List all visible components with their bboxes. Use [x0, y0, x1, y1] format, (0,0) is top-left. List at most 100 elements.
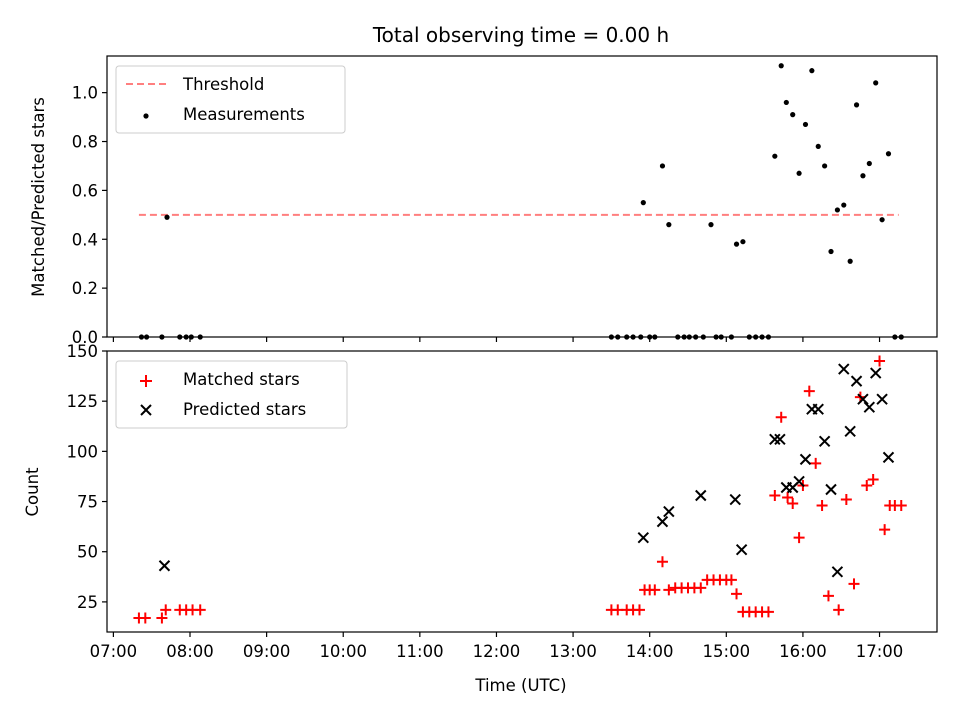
predicted-star-point: [850, 375, 863, 387]
top-panel: 0.0 0.2 0.4 0.6 0.8 1.0 Matched/Predicted sta…: [29, 55, 938, 347]
measurement-point: [866, 160, 872, 167]
predicted-star-point: [812, 403, 824, 415]
matched-star-point: [782, 492, 794, 504]
bottom-y-ticks: 25 50 75 100 125 150: [67, 342, 107, 612]
matched-star-point: [695, 582, 707, 594]
bottom-y-axis-label: Count: [23, 467, 42, 517]
predicted-star-point: [838, 363, 850, 375]
bottom-panel: 25 50 75 100 125 150 07:00 08:00 09:00 10:00 11:0…: [23, 342, 938, 695]
x-axis-label: Time (UTC): [474, 676, 566, 695]
predicted-star-point: [793, 475, 805, 488]
top-y-ticks: 0.0 0.2 0.4 0.6 0.8 1.0: [72, 84, 107, 347]
measurement-point: [666, 222, 672, 228]
measurement-point: [847, 258, 853, 264]
top-y-tick-label: 0.4: [72, 230, 98, 249]
measurement-point: [783, 99, 789, 106]
matched-star-point: [731, 588, 743, 600]
measurement-point: [708, 222, 714, 228]
matched-star-point: [848, 578, 860, 590]
matched-star-point: [769, 490, 781, 502]
measurement-point: [659, 163, 666, 169]
measurement-point: [809, 68, 815, 74]
measurement-point: [640, 200, 646, 206]
predicted-star-point: [870, 367, 882, 379]
x-tick-label: 17:00: [856, 642, 904, 661]
x-tick-label: 08:00: [166, 642, 214, 661]
measurement-point: [828, 248, 834, 255]
predicted-star-point: [863, 401, 876, 413]
predicted-star-point: [799, 453, 812, 466]
matched-star-point: [633, 604, 645, 616]
matched-star-point: [156, 612, 168, 624]
matched-star-point: [879, 524, 891, 536]
legend-threshold-label: Threshold: [182, 75, 264, 94]
predicted-star-point: [729, 493, 741, 506]
measurement-point: [733, 241, 740, 247]
measurement-point: [778, 63, 784, 69]
x-tick-label: 13:00: [549, 642, 597, 661]
matched-star-point: [816, 500, 828, 512]
predicted-star-point: [158, 560, 171, 572]
matched-star-point: [840, 494, 852, 506]
legend-predicted-label: Predicted stars: [183, 400, 306, 419]
bottom-legend-box: [115, 360, 348, 429]
legend-measurements-swatch: [143, 113, 149, 119]
x-tick-label: 12:00: [473, 642, 521, 661]
predicted-star-point: [831, 566, 844, 578]
predicted-star-point: [844, 425, 856, 437]
top-y-tick-label: 0.8: [72, 133, 98, 152]
legend-predicted-swatch: [140, 404, 152, 416]
predicted-star-point: [656, 515, 669, 528]
measurement-point: [740, 239, 746, 245]
measurement-point: [841, 202, 847, 208]
matched-star-point: [725, 574, 737, 586]
bottom-y-tick-label: 25: [77, 593, 98, 612]
measurement-point: [164, 214, 170, 220]
bottom-series: [133, 355, 907, 624]
top-y-tick-label: 0.2: [72, 279, 98, 298]
predicted-star-point: [825, 483, 837, 496]
measurement-point: [790, 112, 796, 118]
matched-star-point: [160, 604, 172, 616]
bottom-axes-frame: [106, 350, 938, 633]
bottom-legend: Matched stars Predicted stars: [115, 360, 348, 429]
legend-matched-label: Matched stars: [183, 370, 300, 389]
figure-title: Total observing time = 0.00 h: [372, 23, 669, 47]
bottom-y-tick-label: 100: [67, 442, 99, 461]
matched-star-point: [762, 606, 774, 618]
bottom-y-tick-label: 125: [67, 392, 99, 411]
matched-star-point: [656, 556, 668, 568]
predicted-star-point: [695, 489, 707, 502]
predicted-star-point: [774, 433, 786, 446]
predicted-star-point: [663, 505, 675, 518]
matched-star-point: [810, 457, 822, 469]
predicted-star-point: [637, 531, 650, 544]
matched-star-point: [833, 604, 845, 616]
bottom-y-tick-label: 50: [77, 543, 98, 562]
top-legend: Threshold Measurements: [115, 65, 346, 134]
matched-star-point: [775, 411, 787, 423]
matched-star-point: [649, 584, 661, 596]
predicted-star-point: [769, 433, 781, 446]
matched-star-point: [874, 355, 886, 367]
predicted-star-point: [735, 543, 748, 556]
predicted-star-point: [876, 393, 888, 405]
measurement-point: [873, 80, 879, 86]
matched-star-point: [793, 532, 805, 544]
top-series: [138, 63, 904, 340]
top-y-tick-label: 0.6: [72, 181, 98, 200]
x-tick-label: 14:00: [626, 642, 674, 661]
measurement-point: [860, 173, 866, 179]
top-legend-box: [115, 65, 346, 134]
x-tick-label: 16:00: [779, 642, 827, 661]
matched-star-point: [194, 604, 206, 616]
matched-star-point: [803, 385, 815, 397]
matched-star-point: [867, 473, 879, 485]
measurement-point: [885, 151, 892, 157]
x-tick-label: 07:00: [90, 642, 138, 661]
x-tick-label: 11:00: [396, 642, 444, 661]
predicted-star-point: [818, 435, 831, 448]
measurement-point: [822, 163, 828, 169]
matched-star-point: [861, 479, 873, 491]
